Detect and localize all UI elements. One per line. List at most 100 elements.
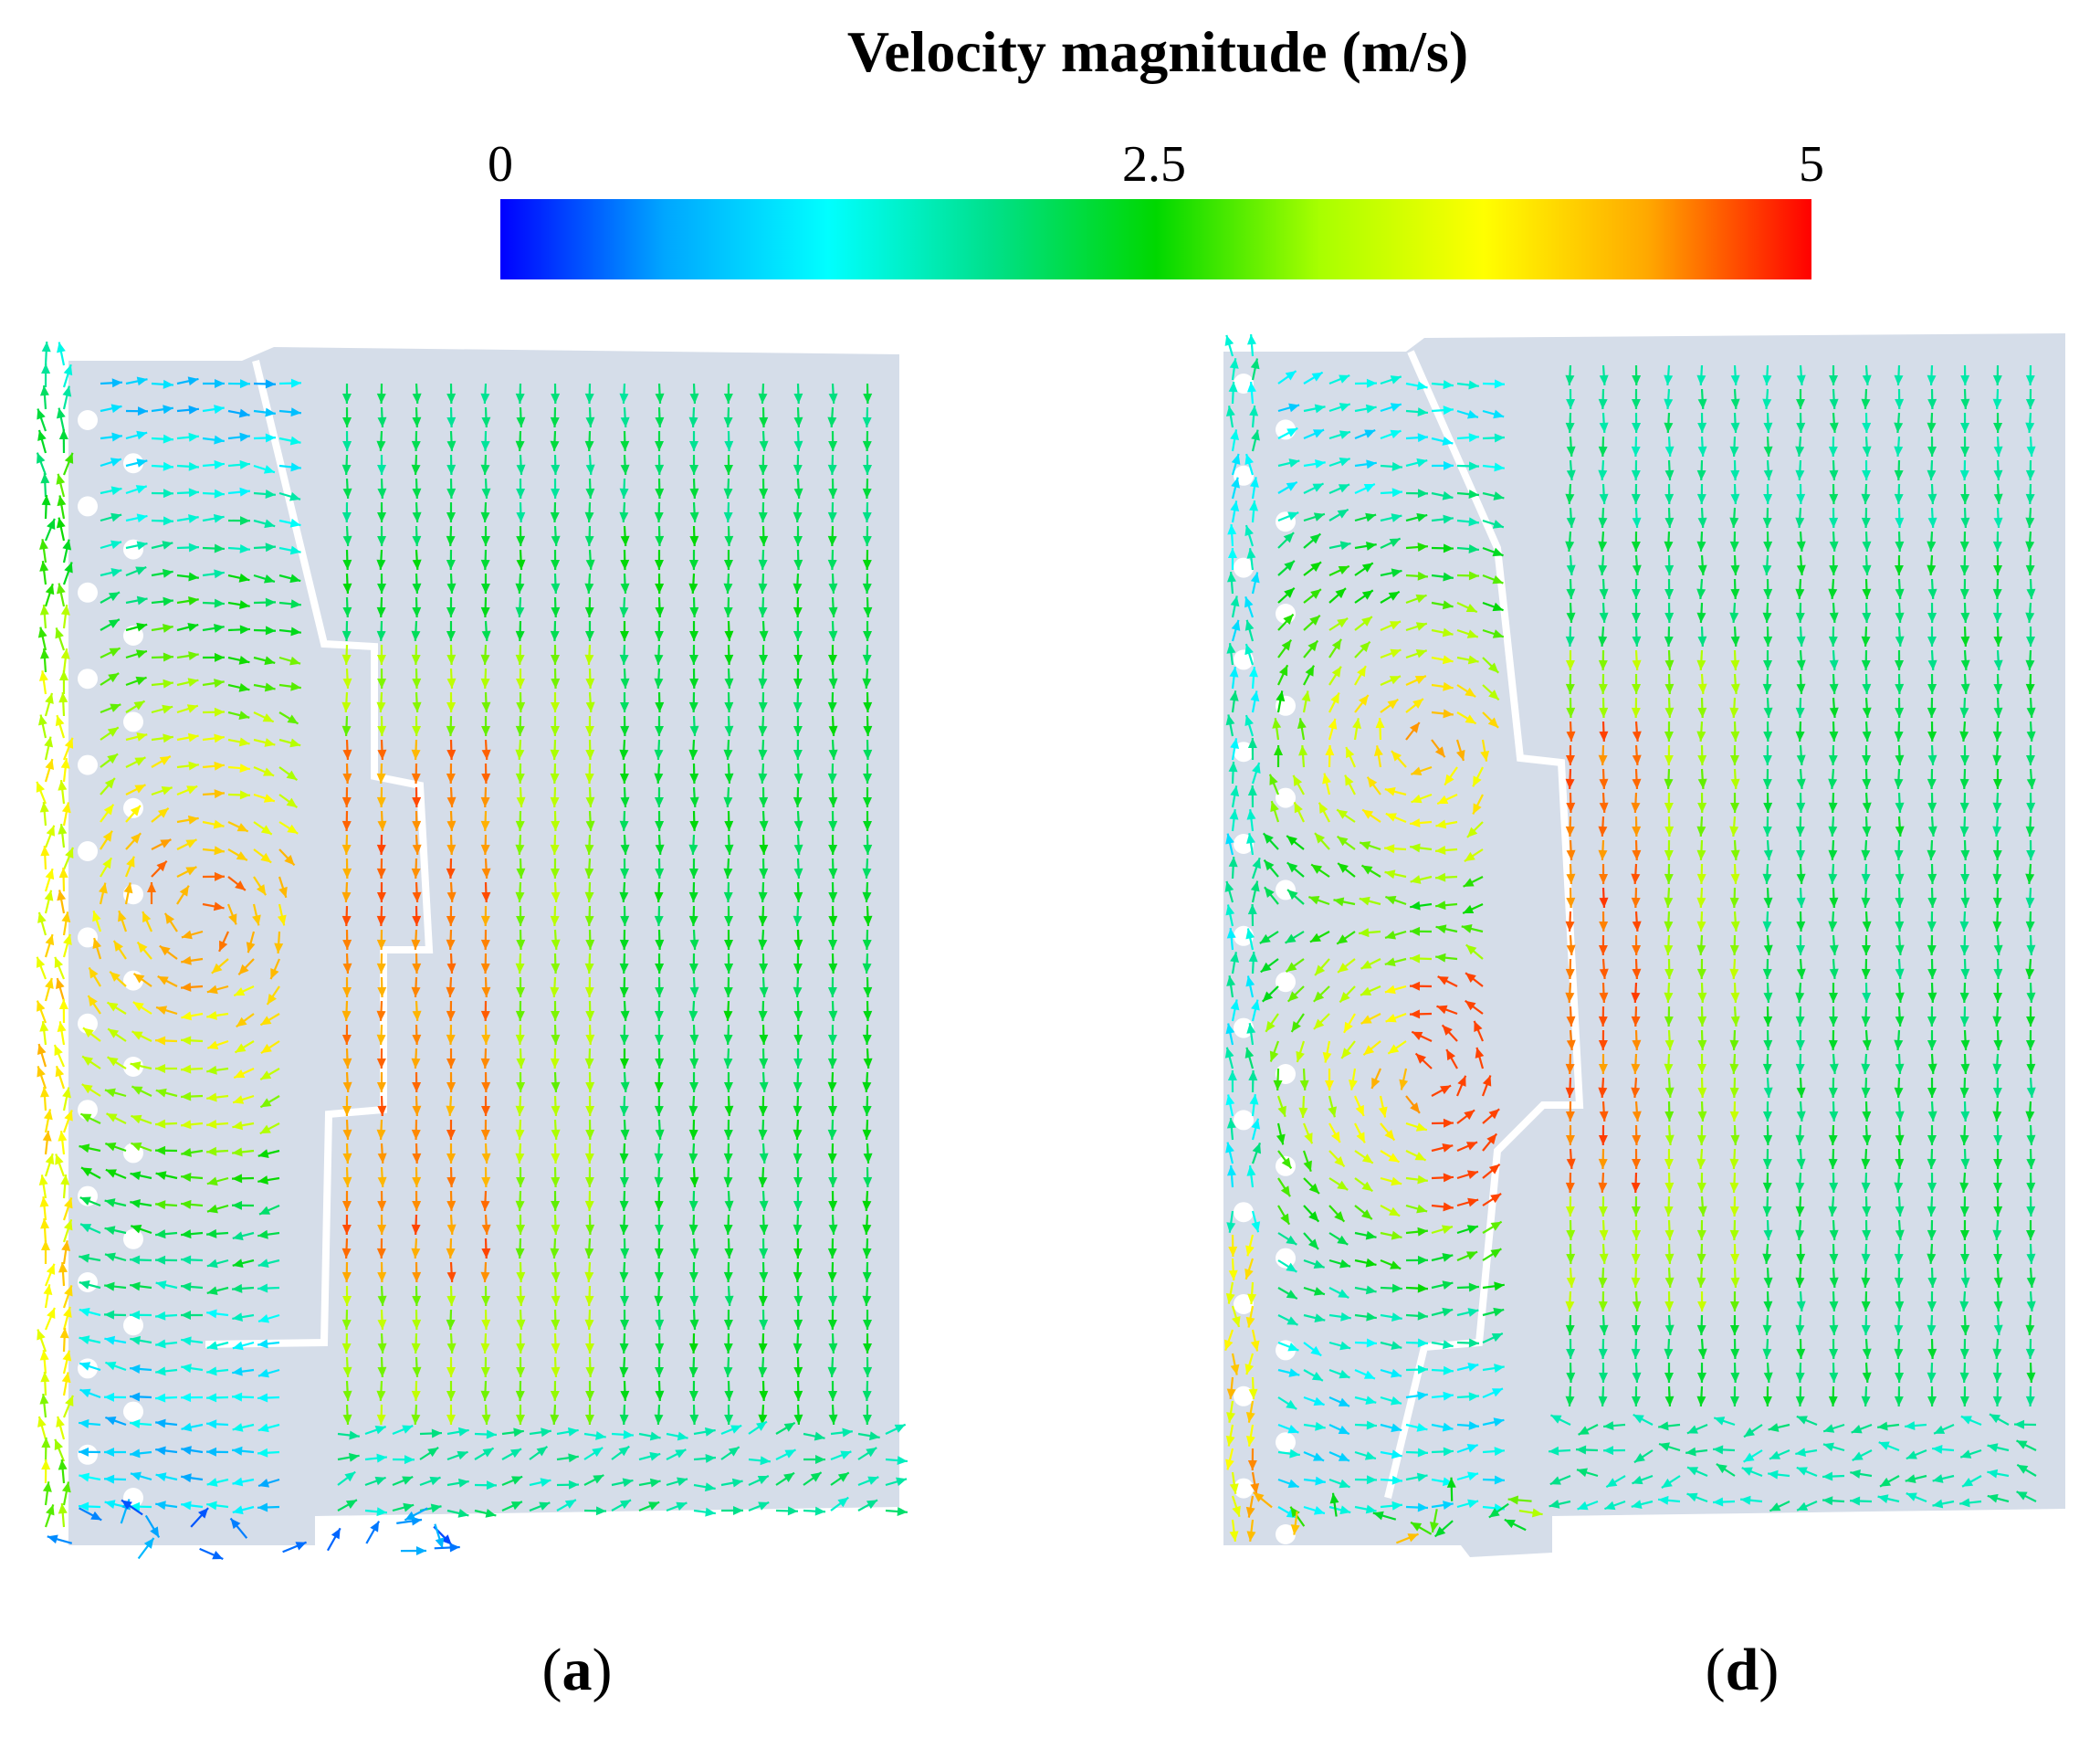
velocity-vector-head [689,820,699,831]
velocity-vector-head [179,885,189,897]
velocity-vector-head [130,1198,141,1208]
velocity-vector-head [376,1453,387,1463]
velocity-vector-head [92,911,101,922]
velocity-vector-head [515,654,525,665]
velocity-vector-head [377,1366,387,1377]
velocity-vector-head [40,846,50,857]
velocity-vector-head [654,1248,664,1259]
velocity-vector-head [104,1335,116,1345]
velocity-vector-head [516,1319,526,1330]
velocity-vector-head [258,1479,270,1488]
velocity-vector-head [688,1129,698,1140]
velocity-vector-head [181,1310,192,1320]
velocity-vector-head [457,1509,469,1518]
velocity-vector-head [793,868,803,879]
velocity-vector-head [289,518,301,528]
velocity-vector-head [481,1081,491,1092]
velocity-vector-head [619,1176,629,1187]
velocity-vector-head [377,535,387,546]
velocity-vector-head [265,597,276,607]
velocity-vector-head [110,486,122,496]
velocity-vector-head [233,1095,245,1104]
velocity-vector-head [758,1343,768,1354]
velocity-vector-head [862,1271,872,1282]
velocity-vector-head [480,559,490,570]
velocity-vector-head [162,568,173,578]
velocity-vector-head [264,738,276,747]
velocity-vector-head [481,773,491,784]
velocity-vector-head [689,1176,699,1187]
velocity-vector-head [342,963,352,974]
velocity-vector-head [793,773,803,784]
velocity-vector-head [550,511,560,522]
velocity-vector-head [181,1446,192,1455]
velocity-vector-head [65,1395,74,1407]
velocity-vector-head [793,440,803,451]
velocity-vector-head [480,963,490,974]
velocity-vector-head [584,1295,594,1306]
velocity-vector-head [480,511,490,522]
velocity-vector-head [585,1081,595,1092]
velocity-vector-head [689,1295,699,1306]
velocity-vector-head [265,490,276,499]
velocity-vector-head [619,606,629,617]
velocity-vector-head [181,1422,193,1432]
velocity-vector-head [793,1153,803,1164]
velocity-vector-head [862,416,872,427]
velocity-vector-head [585,1034,595,1045]
velocity-vector-head [286,770,298,781]
velocity-vector-head [58,670,68,681]
velocity-vector-head [412,1271,422,1282]
velocity-vector-head [446,1081,457,1092]
velocity-vector-head [181,1011,193,1021]
velocity-vector-head [63,1306,72,1318]
velocity-vector-head [161,786,173,795]
velocity-vector-head [619,986,629,997]
velocity-vector-head [377,820,387,831]
velocity-vector-head [206,1309,217,1319]
velocity-vector-head [265,626,276,636]
velocity-vector-head [620,464,630,475]
velocity-vector-head [374,1476,386,1486]
velocity-vector-head [863,606,873,617]
velocity-vector-head [431,1428,442,1438]
velocity-vector-head [103,804,114,816]
velocity-vector-head [550,654,560,665]
velocity-vector-head [412,1295,422,1306]
velocity-vector-head [206,1065,217,1075]
velocity-vector-head [164,912,175,924]
velocity-vector-head [290,681,301,691]
velocity-vector-head [137,942,148,953]
velocity-vector-head [793,583,803,594]
velocity-vector-head [376,1507,387,1517]
velocity-vector-head [374,1425,386,1435]
velocity-vector-head [759,1390,769,1401]
velocity-vector-head [130,1448,141,1459]
velocity-vector-head [133,973,145,984]
colorbar-tick-max: 5 [1799,136,1824,193]
velocity-vector-head [79,1388,91,1398]
velocity-vector-head [263,767,275,776]
velocity-vector-head [412,844,422,855]
velocity-vector-head [412,1153,422,1164]
velocity-vector-head [236,823,248,832]
velocity-vector-head [759,488,769,499]
velocity-vector-head [155,1255,166,1265]
velocity-vector-head [181,1091,192,1101]
velocity-vector-head [723,796,733,807]
velocity-vector-head [509,1448,521,1459]
velocity-vector-head [759,535,769,546]
velocity-vector-head [260,852,272,863]
velocity-vector-head [41,1459,51,1470]
velocity-vector-head [39,1350,49,1361]
velocity-vector-head [411,1414,421,1425]
velocity-vector-head [234,986,246,996]
velocity-vector-head [257,1229,268,1239]
velocity-vector-head [584,1343,594,1354]
velocity-vector-head [186,785,198,795]
velocity-vector-head [828,1390,838,1401]
wall-hole [78,496,98,517]
velocity-vector-head [82,1056,94,1066]
velocity-vector-head [58,824,68,835]
velocity-vector-head [56,583,66,595]
